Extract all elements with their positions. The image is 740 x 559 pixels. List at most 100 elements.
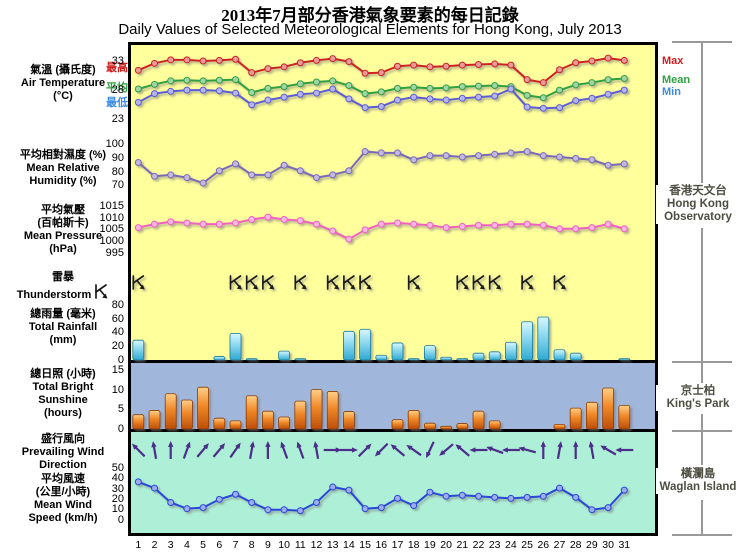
thunderstorm-icon-svg	[95, 284, 108, 299]
thunderstorm-symbol	[245, 275, 259, 290]
thunderstorm-symbol	[359, 275, 372, 290]
x-axis-day-label: 10	[278, 539, 290, 551]
x-axis-day-label: 28	[569, 539, 582, 551]
wind-direction-arrow	[265, 441, 271, 459]
x-axis-day-label: 20	[440, 539, 452, 551]
rainfall-bars	[132, 316, 631, 361]
wind-direction-arrow	[469, 447, 488, 453]
humidity-tick: 90	[111, 151, 124, 164]
pressure-axis-label: 平均氣壓 (百帕斯卡) Mean Pressure (hPa)	[23, 204, 103, 255]
thunderstorm-symbol	[95, 284, 108, 299]
bracket-line	[701, 414, 703, 430]
bracket-line	[701, 228, 703, 361]
wind-direction-arrow	[501, 447, 520, 453]
bracket-line	[701, 362, 703, 383]
wind-direction-arrow	[439, 443, 454, 456]
x-axis-day-label: 15	[359, 539, 371, 551]
x-axis-day-label: 23	[488, 539, 501, 551]
thunderstorm-symbol	[407, 275, 421, 290]
temp-max-label-zh: 最高	[106, 62, 128, 74]
page-title-chinese: 2013年7月部分香港氣象要素的每日記錄	[221, 6, 519, 25]
x-axis-day-label: 1	[135, 539, 142, 551]
temperature-tick: 23	[111, 112, 124, 125]
page-title-english: Daily Values of Selected Meteorological …	[118, 21, 622, 38]
x-axis-day-label: 9	[264, 539, 271, 551]
pressure-tick: 995	[105, 246, 124, 259]
sunshine-axis-label: 總日照 (小時) Total Bright Sunshine (hours)	[30, 368, 96, 419]
wind-direction-arrow	[280, 441, 289, 459]
thunderstorm-symbol	[521, 275, 534, 290]
wind-direction-arrow	[323, 447, 342, 453]
temperature-min-line	[134, 85, 628, 112]
humidity-line	[134, 148, 628, 187]
wind-speed-tick: 0	[117, 513, 124, 526]
wind-direction-arrow	[212, 443, 226, 458]
temp-max-label-en: Max	[662, 55, 684, 67]
station-label-waglan-island: 橫瀾島 Waglan Island	[656, 468, 740, 494]
station-label-kings-park: 京士柏 King's Park	[656, 385, 740, 411]
wind-direction-arrow	[374, 442, 389, 457]
bracket-line	[701, 500, 703, 534]
temp-mean-label-en: Mean	[662, 74, 691, 86]
x-axis-day-label: 7	[232, 539, 239, 551]
temperature-tick: 33	[111, 54, 124, 67]
wind-direction-arrow	[151, 441, 158, 460]
wind-speed-line	[134, 478, 628, 515]
thunderstorm-symbols-row	[132, 275, 566, 290]
kings-park-panel	[128, 363, 658, 432]
rainfall-tick: 80	[111, 298, 124, 311]
x-axis-day-label: 24	[505, 539, 517, 551]
wind-direction-arrow	[339, 447, 358, 453]
wind-direction-arrow	[229, 442, 241, 459]
temp-min-label-zh: 最低	[106, 97, 128, 109]
wind-direction-arrow	[556, 441, 563, 460]
x-axis-day-label: 8	[248, 539, 255, 551]
thunderstorm-symbol	[262, 275, 275, 290]
temp-mean-label-zh: 平均	[106, 82, 128, 94]
thunderstorm-symbol	[488, 275, 502, 290]
wind-direction-arrow	[600, 445, 617, 456]
x-axis-day-label: 17	[391, 539, 404, 551]
thunderstorm-symbol	[472, 275, 485, 290]
x-axis-day-label: 4	[183, 539, 190, 551]
wind-direction-axis-label: 盛行風向 Prevailing Wind Direction	[21, 433, 105, 471]
wind-direction-arrow	[588, 441, 595, 460]
wind-direction-arrow	[182, 441, 191, 459]
thunderstorm-axis-label: 雷暴 Thunderstorm	[0, 271, 126, 305]
wind-direction-arrow	[390, 444, 406, 457]
pressure-tick: 1010	[99, 211, 124, 224]
x-axis-day-label: 14	[343, 539, 355, 551]
thunderstorm-symbol	[326, 275, 340, 290]
pressure-tick: 1000	[99, 235, 124, 247]
waglan-island-panel	[128, 432, 658, 536]
x-axis-day-label: 30	[602, 539, 614, 551]
wind-direction-arrow	[426, 441, 435, 459]
sunshine-tick: 0	[117, 422, 124, 435]
sunshine-bars	[132, 386, 631, 430]
x-axis-day-label: 29	[586, 539, 598, 551]
wind-direction-arrow	[573, 441, 579, 459]
wind-direction-arrow	[518, 446, 537, 454]
wind-direction-arrow	[486, 446, 504, 455]
x-axis-day-label: 27	[553, 539, 566, 551]
wind-direction-arrow	[357, 443, 372, 458]
waglan-island-chart-canvas	[131, 441, 634, 515]
hong-kong-observatory-panel	[128, 42, 658, 363]
x-axis-day-label: 6	[216, 539, 223, 551]
temperature-max-line	[134, 54, 628, 87]
x-axis-day-label: 31	[618, 539, 631, 551]
wind-direction-arrow	[540, 441, 546, 459]
thunderstorm-symbol	[229, 275, 242, 290]
wind-direction-arrow	[615, 447, 634, 453]
temperature-tick: 28	[111, 83, 124, 96]
thunderstorm-symbol	[456, 275, 469, 290]
x-axis-day-label: 25	[521, 539, 533, 551]
humidity-tick: 80	[111, 165, 124, 178]
wind-speed-tick: 40	[111, 472, 124, 485]
x-axis-day-label: 3	[167, 539, 174, 551]
rainfall-tick: 40	[111, 326, 124, 339]
wind-direction-arrow	[131, 443, 146, 458]
wind-direction-arrow	[455, 444, 470, 457]
x-axis-day-label: 26	[537, 539, 550, 551]
